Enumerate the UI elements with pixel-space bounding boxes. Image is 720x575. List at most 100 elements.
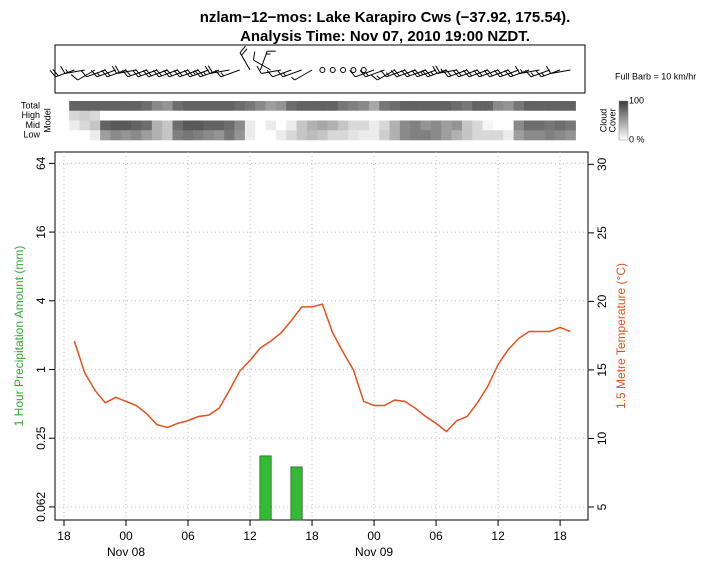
cloud-cell [379,120,390,131]
cloud-cell [513,110,525,121]
cloud-cell [172,130,184,141]
cloud-cell [565,101,576,112]
wind-barb [545,65,571,74]
cloud-cell [461,120,473,131]
cloud-cell [224,110,235,121]
cloud-cell [120,120,132,131]
x-tick-label: 00 [367,529,381,543]
wind-barb [291,69,313,81]
cloud-cell [358,101,370,112]
legend-gradient [618,100,629,141]
row-label: Total [21,100,40,110]
cloud-cell [327,130,339,141]
cloud-cell [565,110,576,121]
cloud-cell [151,101,163,112]
cloud-cell [234,120,246,131]
cloud-cell [306,101,318,112]
cloud-cell [69,120,80,131]
calm-circle [340,67,347,73]
cloud-cell [503,101,514,112]
wind-barb [259,50,276,71]
cloud-cell [79,101,91,112]
cloud-cell [203,130,215,141]
x-tick-label: 18 [305,529,319,543]
cloud-cell [162,130,173,141]
cloud-cell [182,101,194,112]
barb-frame [54,44,586,94]
cloud-cell [89,120,101,131]
y-axis-label: 1 Hour Precipitation Amount (mm) [12,246,26,427]
cloud-cell [296,130,308,141]
cloud-cell [337,101,349,112]
cloud-cell [451,101,463,112]
x-tick-label: 00 [119,529,133,543]
cloud-cell [430,101,442,112]
cloud-cell [348,110,359,121]
cloud-cell [430,110,442,121]
wind-barb [204,65,230,74]
cloud-cell [234,110,246,121]
cloud-cell [69,110,80,121]
cloud-cell [472,130,483,141]
cloud-cell [337,120,349,131]
wind-barb [432,65,457,74]
cloud-cell [358,130,370,141]
cloud-cell [327,120,339,131]
cloud-cell [131,110,142,121]
cloud-cell [244,120,256,131]
cloud-cell [379,130,390,141]
cloud-cell [255,120,266,131]
cloud-cell [193,110,204,121]
y2-tick-label: 20 [595,294,609,308]
cloud-cell [565,130,576,141]
cloud-cell [213,120,225,131]
wind-barb [49,68,75,78]
cloud-cell [213,101,225,112]
cloud-cell [255,130,266,141]
barb-note: Full Barb = 10 km/hr [615,71,696,81]
cloud-cell [544,120,556,131]
cloud-cell [554,130,566,141]
cloud-cell [399,130,411,141]
cloud-cell [265,130,277,141]
y2-tick-label: 25 [595,226,609,240]
x-tick-label: 06 [429,529,443,543]
cloud-cell [317,130,328,141]
cloud-cell [244,101,256,112]
y-tick-label: 0.062 [34,492,48,522]
cloud-cell [162,101,173,112]
cloud-cell [182,130,194,141]
cloud-cell [141,101,153,112]
cloud-cell [317,120,328,131]
wind-barb [266,69,292,78]
cloud-cell [337,110,349,121]
cloud-cell [100,120,111,131]
cloud-cell [317,110,328,121]
x-tick-label: 06 [181,529,195,543]
cloud-cell [203,101,215,112]
cloud-cell [224,130,235,141]
cloud-cell [89,101,101,112]
cloud-cell [513,120,525,131]
wind-barb [252,51,271,71]
cloud-cell [451,110,463,121]
cloud-cell [79,110,91,121]
cloud-cell [420,120,432,131]
precip-bar [259,455,272,521]
wind-barb [411,68,437,78]
y-tick-label: 64 [34,156,48,170]
cloud-cell [389,110,401,121]
legend-title: Cover [607,108,617,132]
cloud-cell [503,130,514,141]
cloud-cell [265,120,277,131]
cloud-cell [265,101,277,112]
y2-tick-label: 15 [595,363,609,377]
cloud-cell [472,101,483,112]
cloud-cell [110,101,122,112]
cloud-cell [441,110,452,121]
axis-label: Model [42,108,52,133]
cloud-cell [399,120,411,131]
row-label: High [21,110,40,120]
cloud-cell [120,130,132,141]
cloud-cell [162,120,173,131]
